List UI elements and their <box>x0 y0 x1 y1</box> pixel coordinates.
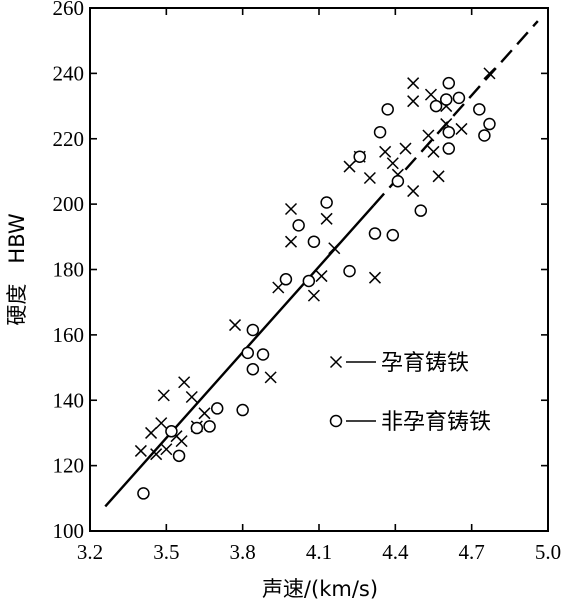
plot-frame <box>89 7 549 532</box>
data-point-x <box>455 122 468 135</box>
data-point-o <box>353 150 366 163</box>
data-point-x <box>328 242 341 255</box>
legend: 孕育铸铁 非孕育铸铁 <box>329 351 491 435</box>
data-point-x <box>407 77 420 90</box>
data-point-x <box>363 171 376 185</box>
data-point-x <box>185 390 198 404</box>
data-point-o <box>391 174 405 188</box>
data-point-x <box>427 145 440 158</box>
y-tick-label: 140 <box>53 388 85 412</box>
data-point-o <box>241 346 255 360</box>
data-point-x <box>175 435 188 448</box>
legend-o-marker <box>329 414 343 428</box>
data-point-o <box>256 348 270 361</box>
data-point-o <box>246 362 260 376</box>
data-point-o <box>236 403 249 417</box>
x-tick-label: 4.4 <box>382 540 409 564</box>
data-point-o <box>203 420 216 433</box>
data-point-x <box>145 426 158 439</box>
data-point-o <box>343 264 356 278</box>
data-point-x <box>407 95 420 108</box>
y-tick-label: 260 <box>53 0 85 20</box>
y-tick-label: 160 <box>53 323 85 347</box>
x-tick-label: 5.0 <box>535 540 561 564</box>
data-point-x <box>424 88 437 101</box>
data-point-o <box>386 228 400 242</box>
data-point-x <box>155 417 168 430</box>
data-point-o <box>190 421 204 435</box>
legend-label-non-inoculated: 非孕育铸铁 <box>381 410 491 435</box>
y-tick-label: 200 <box>53 192 85 216</box>
y-tick-label: 180 <box>53 258 85 282</box>
data-point-x <box>368 271 382 284</box>
data-point-x <box>407 185 420 198</box>
data-points <box>134 67 496 500</box>
data-point-o <box>429 99 443 113</box>
data-point-o <box>483 117 496 131</box>
fit-line-group <box>104 20 539 508</box>
legend-marker-non-inoculated <box>329 414 343 428</box>
data-point-x <box>320 212 333 225</box>
fit-line-dashed <box>372 20 539 207</box>
data-point-o <box>442 142 456 155</box>
fit-line-solid <box>104 204 375 508</box>
data-point-x <box>264 371 277 384</box>
data-point-x <box>150 448 163 461</box>
data-point-o <box>307 235 321 248</box>
y-tick-label: 240 <box>53 61 85 85</box>
x-tick-label: 3.2 <box>77 540 103 564</box>
data-point-o <box>452 91 466 105</box>
x-tick-label: 3.8 <box>230 540 256 564</box>
data-point-x <box>422 129 435 142</box>
data-point-o <box>137 487 150 500</box>
data-point-o <box>292 219 305 232</box>
data-point-x <box>307 289 320 302</box>
data-point-o <box>442 76 456 90</box>
legend-label-inoculated: 孕育铸铁 <box>381 351 469 376</box>
data-point-o <box>439 93 453 106</box>
legend-marker-inoculated <box>329 355 343 369</box>
data-point-x <box>399 142 412 155</box>
x-tick-label: 4.7 <box>459 540 485 564</box>
data-point-x <box>343 160 356 173</box>
data-point-x <box>198 407 211 420</box>
x-tick-label: 3.5 <box>153 540 179 564</box>
data-point-x <box>134 444 147 457</box>
data-point-o <box>279 273 293 286</box>
data-point-o <box>368 227 382 240</box>
y-tick-label: 100 <box>53 519 85 543</box>
data-point-x <box>379 145 392 158</box>
data-point-o <box>302 274 316 288</box>
data-point-o <box>478 129 491 142</box>
data-point-x <box>284 235 298 248</box>
data-point-o <box>414 204 428 217</box>
data-point-x <box>386 157 399 170</box>
data-point-x <box>432 170 445 183</box>
data-point-x <box>483 67 496 80</box>
y-tick-label: 120 <box>53 454 85 478</box>
data-point-x <box>315 270 328 283</box>
data-point-o <box>473 103 486 116</box>
x-axis-title: 声速/(km/s) <box>262 577 378 601</box>
data-point-x <box>229 319 242 332</box>
legend-x-marker <box>329 355 343 369</box>
data-point-x <box>284 202 298 216</box>
data-point-o <box>246 323 260 337</box>
data-point-o <box>373 125 387 139</box>
data-point-x <box>178 376 191 389</box>
data-point-x <box>157 389 170 402</box>
data-point-o <box>165 425 178 438</box>
data-point-o <box>172 449 186 463</box>
x-tick-label: 4.1 <box>306 540 332 564</box>
axis-ticks: 3.2 3.5 3.8 4.1 4.4 4.7 5.0 100 120 140 160 180 200 2… <box>53 0 562 564</box>
data-point-o <box>381 103 394 116</box>
y-tick-label: 220 <box>53 127 85 151</box>
data-point-o <box>210 402 224 415</box>
data-point-o <box>442 125 456 139</box>
data-point-o <box>320 196 333 209</box>
data-point-x <box>160 443 173 456</box>
y-axis-title: 硬度 HBW <box>5 213 29 325</box>
